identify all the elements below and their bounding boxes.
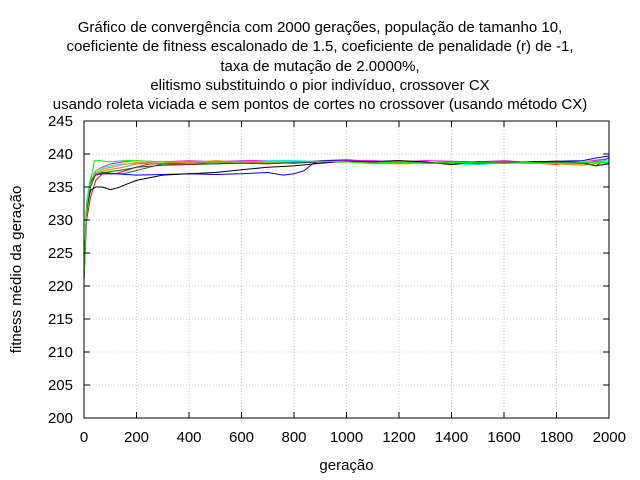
x-tick-label: 800 <box>281 429 306 446</box>
chart-title: Gráfico de convergência com 2000 geraçõe… <box>0 18 640 114</box>
x-tick-label: 2000 <box>593 429 626 446</box>
y-tick-label: 200 <box>48 410 73 427</box>
x-tick-label: 1600 <box>487 429 520 446</box>
x-tick-label: 1000 <box>330 429 363 446</box>
chart-title-line: coeficiente de fitness escalonado de 1.5… <box>66 38 574 56</box>
grid-lines <box>84 121 609 418</box>
chart-title-line: usando roleta viciada e sem pontos de co… <box>52 96 588 114</box>
chart-title-line: elitismo substituindo o pior indivíduo, … <box>150 76 490 94</box>
x-tick-label: 600 <box>229 429 254 446</box>
y-tick-label: 245 <box>48 113 73 130</box>
y-tick-label: 215 <box>48 311 73 328</box>
y-tick-label: 205 <box>48 377 73 394</box>
x-tick-label: 1400 <box>435 429 468 446</box>
y-tick-label: 220 <box>48 278 73 295</box>
x-axis-label: geração <box>319 457 373 474</box>
x-tick-label: 0 <box>80 429 88 446</box>
y-tick-label: 240 <box>48 146 73 163</box>
y-axis-label: fitness médio da geração <box>8 186 25 354</box>
chart-title-line: taxa de mutação de 2.0000%, <box>220 57 420 75</box>
y-tick-label: 225 <box>48 245 73 262</box>
chart-title-line: Gráfico de convergência com 2000 geraçõe… <box>77 19 563 36</box>
series-line-4 <box>83 158 610 280</box>
y-tick-label: 230 <box>48 212 73 229</box>
x-tick-label: 1800 <box>540 429 573 446</box>
x-tick-label: 1200 <box>382 429 415 446</box>
series-line-10 <box>83 160 609 280</box>
y-tick-label: 235 <box>48 179 73 196</box>
series-line-1 <box>83 158 610 280</box>
x-tick-label: 400 <box>176 429 201 446</box>
axis-ticks: 200 205 210 215 220 225 230 235 240 245 0 200 400 600… <box>48 113 626 446</box>
x-tick-label: 200 <box>124 429 149 446</box>
y-tick-label: 210 <box>48 344 73 361</box>
series-lines <box>83 155 610 280</box>
